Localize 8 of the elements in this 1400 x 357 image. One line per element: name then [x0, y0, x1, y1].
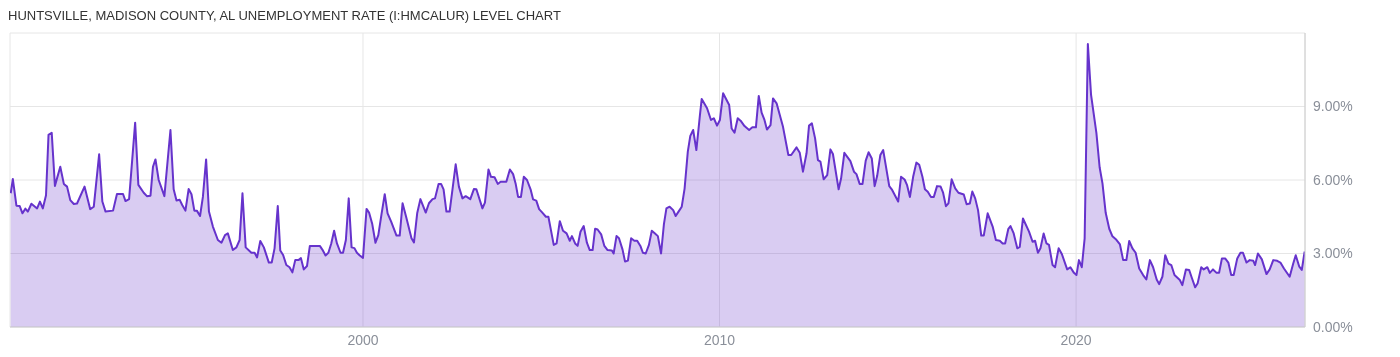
y-tick-label: 9.00% — [1313, 98, 1353, 115]
x-tick-label: 2000 — [347, 331, 379, 348]
y-tick-label: 0.00% — [1313, 318, 1353, 335]
x-tick-label: 2010 — [703, 331, 736, 348]
y-tick-label: 3.00% — [1313, 245, 1353, 262]
y-tick-label: 6.00% — [1313, 171, 1353, 188]
x-tick-label: 2020 — [1060, 331, 1092, 348]
chart-title: HUNTSVILLE, MADISON COUNTY, AL UNEMPLOYMENT RATE (I:HMCALUR) LEVEL CHART — [8, 8, 562, 25]
